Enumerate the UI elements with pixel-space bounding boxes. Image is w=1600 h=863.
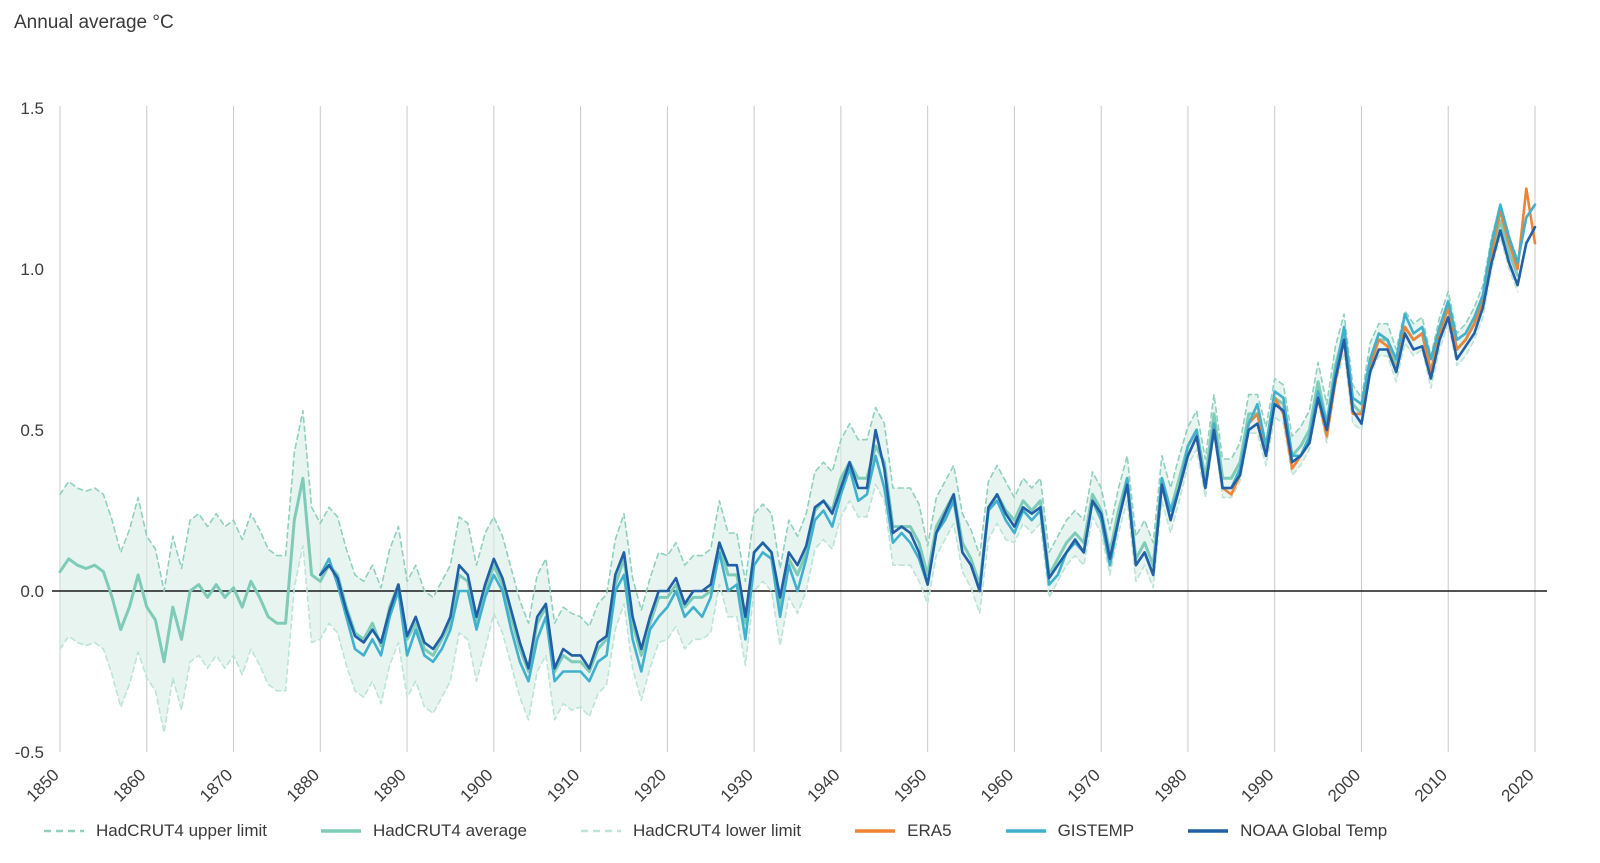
era5-line xyxy=(1178,187,1537,496)
temperature-line-chart: -0.5 0.0 0.5 1.0 1.5 1850 1860 1870 1880 1890 1900… xyxy=(15,99,1547,806)
x-tick-label: 1870 xyxy=(196,765,236,805)
x-tick-label: 1930 xyxy=(717,765,757,805)
legend-label: HadCRUT4 average xyxy=(373,821,528,840)
x-tick-label: 1990 xyxy=(1237,765,1277,805)
y-tick-label: 0.0 xyxy=(20,582,44,601)
legend-item-hadcrut4-lower-limit: HadCRUT4 lower limit xyxy=(579,821,801,841)
noaa-line xyxy=(319,225,1537,670)
legend-item-noaa-global-temp: NOAA Global Temp xyxy=(1186,821,1387,841)
legend-item-gistemp: GISTEMP xyxy=(1004,821,1135,841)
hadcrut4-uncertainty-band xyxy=(60,204,1518,733)
chart-title: Annual average °C xyxy=(14,12,174,33)
y-tick-label: 1.5 xyxy=(20,99,44,118)
x-tick-label: 1900 xyxy=(456,765,496,805)
legend-label: HadCRUT4 upper limit xyxy=(96,821,267,840)
legend-swatch-icon xyxy=(44,829,84,833)
legend-item-hadcrut4-average: HadCRUT4 average xyxy=(319,821,527,841)
legend-swatch-icon xyxy=(1005,829,1046,833)
x-tick-label: 1880 xyxy=(283,765,323,805)
legend-label: HadCRUT4 lower limit xyxy=(633,821,802,840)
x-tick-label: 1920 xyxy=(630,765,670,805)
legend-swatch-icon xyxy=(321,829,361,833)
x-tick-label: 1970 xyxy=(1064,765,1104,805)
x-tick-label: 1940 xyxy=(804,765,844,805)
hadcrut4-lower-limit-line xyxy=(59,236,1519,734)
chart-legend: HadCRUT4 upper limit HadCRUT4 average HadC… xyxy=(0,821,1600,841)
x-tick-label: 2010 xyxy=(1411,765,1451,805)
legend-label: GISTEMP xyxy=(1057,821,1135,840)
x-tick-label: 1860 xyxy=(109,765,149,805)
x-tick-label: 1980 xyxy=(1151,765,1191,805)
x-tick-label: 2000 xyxy=(1324,765,1364,805)
x-tick-label: 2020 xyxy=(1498,765,1538,805)
legend-label: ERA5 xyxy=(907,821,952,840)
x-tick-label: 1850 xyxy=(23,765,63,805)
legend-item-hadcrut4-upper-limit: HadCRUT4 upper limit xyxy=(42,821,267,841)
x-tick-label: 1890 xyxy=(370,765,410,805)
x-tick-label: 1950 xyxy=(890,765,930,805)
y-tick-label: -0.5 xyxy=(15,743,44,762)
legend-label: NOAA Global Temp xyxy=(1240,821,1388,840)
legend-item-era5: ERA5 xyxy=(853,821,952,841)
x-tick-label: 1910 xyxy=(543,765,583,805)
y-tick-label: 1.0 xyxy=(20,260,44,279)
legend-swatch-icon xyxy=(1188,829,1229,833)
legend-swatch-icon xyxy=(581,829,622,833)
y-tick-label: 0.5 xyxy=(20,421,44,440)
legend-swatch-icon xyxy=(855,829,896,833)
hadcrut4-upper-limit-line xyxy=(59,203,1519,628)
x-tick-label: 1960 xyxy=(977,765,1017,805)
